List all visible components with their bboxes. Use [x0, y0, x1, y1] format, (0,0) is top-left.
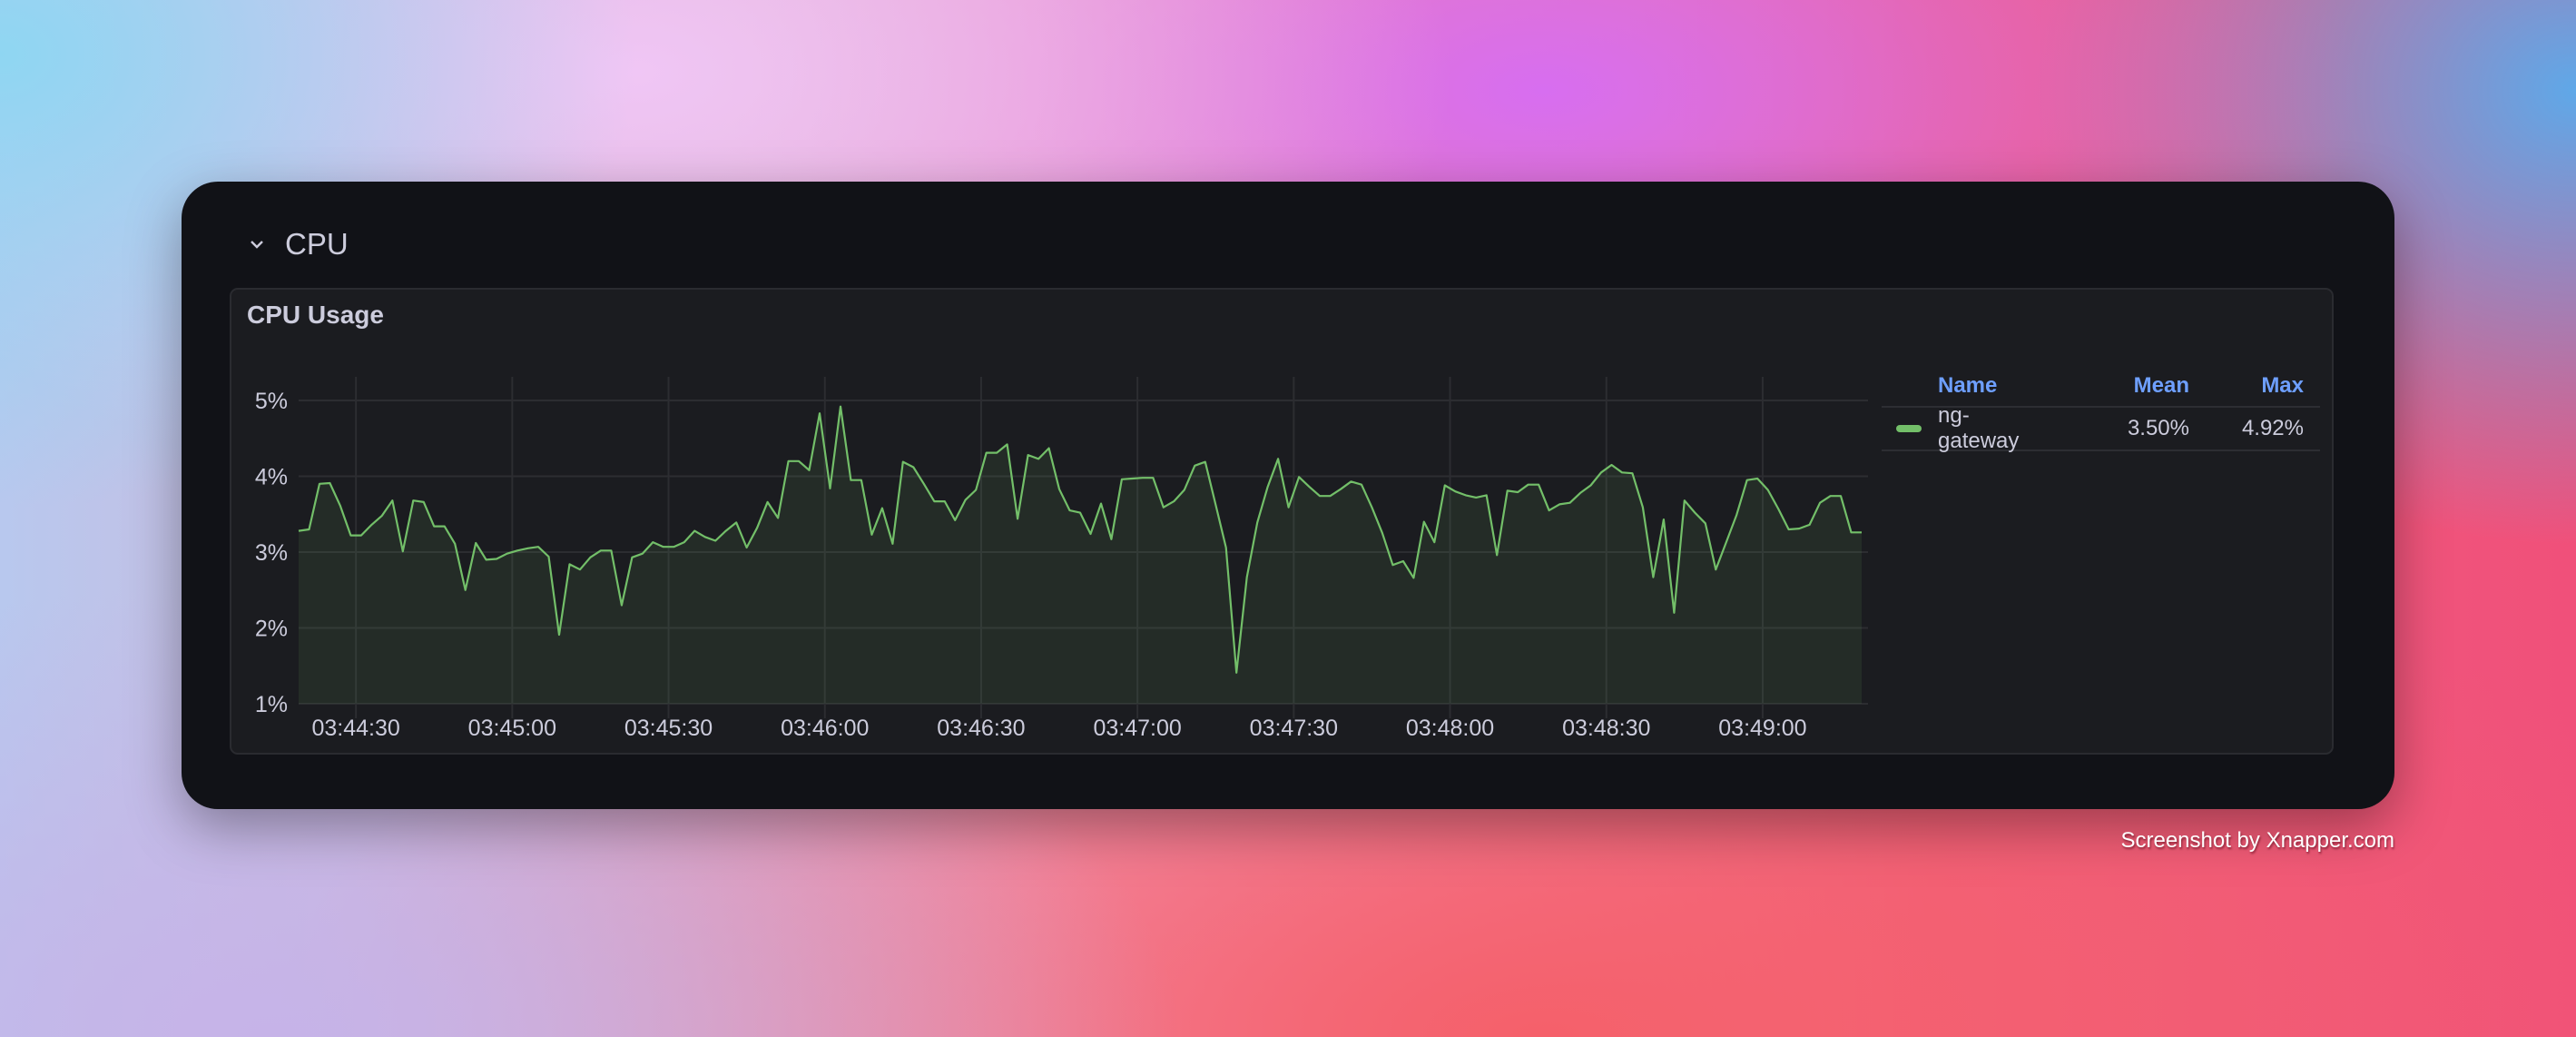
legend-mean-value: 3.50%: [2127, 416, 2189, 440]
row-title: CPU: [285, 227, 349, 261]
y-tick-label: 1%: [255, 692, 288, 717]
chevron-down-icon[interactable]: [247, 234, 267, 254]
x-tick-label: 03:48:00: [1406, 716, 1494, 741]
series-line-ng-gateway: [298, 405, 1862, 674]
legend-row[interactable]: ng-gateway 3.50% 4.92%: [1882, 403, 2320, 453]
y-tick-label: 2%: [255, 617, 288, 642]
legend-header: Name Mean Max: [1882, 366, 2320, 408]
x-tick-label: 03:44:30: [311, 716, 399, 741]
x-tick-label: 03:49:00: [1718, 716, 1806, 741]
x-tick-label: 03:47:00: [1093, 716, 1181, 741]
y-tick-label: 3%: [255, 540, 288, 566]
row-header-cpu[interactable]: CPU: [247, 227, 349, 262]
series-color-swatch[interactable]: [1896, 425, 1922, 432]
legend-header-name[interactable]: Name: [1938, 373, 1998, 398]
x-tick-label: 03:48:30: [1562, 716, 1650, 741]
legend-header-max[interactable]: Max: [2261, 373, 2304, 398]
legend-table: Name Mean Max ng-gateway 3.50% 4.92%: [1882, 366, 2320, 453]
panel-title[interactable]: CPU Usage: [247, 301, 384, 329]
legend-max-value: 4.92%: [2241, 416, 2304, 440]
watermark: Screenshot by Xnapper.com: [2120, 828, 2394, 853]
x-tick-label: 03:46:00: [781, 716, 869, 741]
legend-series-name: ng-gateway: [1938, 403, 2020, 453]
cpu-usage-panel: CPU Usage 1% 2% 3% 4% 5% 03:44:30 03:45:00 03:4…: [230, 288, 2334, 755]
x-tick-label: 03:45:30: [624, 716, 713, 741]
cpu-usage-chart: 1% 2% 3% 4% 5% 03:44:30 03:45:00 03:45:30 03:46:…: [255, 377, 1868, 741]
legend-header-mean[interactable]: Mean: [2133, 373, 2189, 398]
x-tick-label: 03:47:30: [1250, 716, 1338, 741]
legend-series[interactable]: ng-gateway: [1882, 403, 2044, 454]
series-area-fill: [299, 406, 1862, 704]
dashboard-window: CPU CPU Usage 1% 2% 3% 4% 5% 03:44:30 03:45:00…: [182, 182, 2394, 809]
y-tick-label: 5%: [255, 389, 288, 414]
x-tick-label: 03:45:00: [468, 716, 556, 741]
y-tick-label: 4%: [255, 465, 288, 490]
x-tick-label: 03:46:30: [937, 716, 1025, 741]
